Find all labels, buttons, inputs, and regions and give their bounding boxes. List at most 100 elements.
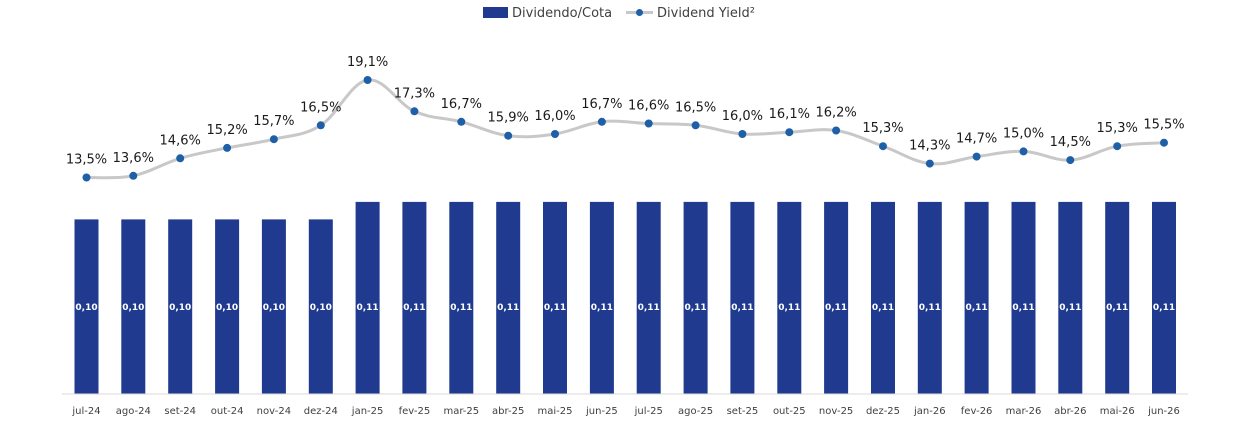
x-tick-nov-25: nov-25 <box>819 406 853 417</box>
bar-dez-24 <box>308 219 333 394</box>
bar-abr-26 <box>1058 201 1083 394</box>
x-tick-mar-26: mar-26 <box>1006 406 1042 417</box>
x-tick-jul-24: jul-24 <box>71 406 100 417</box>
bar-value-label-set-24: 0,10 <box>169 303 191 313</box>
yield-marker-jan-25 <box>363 76 372 84</box>
yield-value-label-mar-26: 15,0% <box>1003 126 1044 141</box>
x-tick-mai-25: mai-25 <box>538 406 573 417</box>
yield-value-label-mar-25: 16,7% <box>441 97 482 112</box>
yield-value-label-mai-25: 16,0% <box>534 109 575 124</box>
bar-value-label-jul-25: 0,11 <box>638 303 660 313</box>
yield-value-label-jan-25: 19,1% <box>347 55 388 70</box>
x-tick-jul-25: jul-25 <box>634 406 663 417</box>
yield-marker-abr-25 <box>504 131 513 140</box>
bar-value-label-set-25: 0,11 <box>731 303 753 313</box>
bar-value-label-dez-24: 0,10 <box>310 303 332 313</box>
x-tick-mai-26: mai-26 <box>1100 406 1135 417</box>
bar-out-25 <box>777 201 802 394</box>
bar-mai-26 <box>1105 201 1130 394</box>
x-tick-set-24: set-24 <box>164 406 196 417</box>
x-tick-abr-25: abr-25 <box>492 406 524 417</box>
x-tick-nov-24: nov-24 <box>257 406 291 417</box>
yield-marker-ago-24 <box>129 171 138 180</box>
bar-abr-25 <box>496 201 521 394</box>
yield-marker-mai-26 <box>1113 142 1122 151</box>
yield-value-label-ago-24: 13,6% <box>113 151 154 166</box>
bar-value-label-abr-25: 0,11 <box>497 303 519 313</box>
x-tick-jun-25: jun-25 <box>585 406 618 417</box>
bar-set-25 <box>730 201 755 394</box>
x-tick-jun-26: jun-26 <box>1147 406 1180 417</box>
yield-marker-out-24 <box>223 143 232 152</box>
bar-value-label-jan-25: 0,11 <box>356 303 378 313</box>
yield-value-label-ago-25: 16,5% <box>675 100 716 115</box>
yield-marker-dez-25 <box>879 142 887 151</box>
x-tick-set-25: set-25 <box>727 406 759 417</box>
bar-jan-25 <box>355 201 380 394</box>
yield-marker-ago-25 <box>691 121 700 130</box>
yield-marker-mai-25 <box>551 130 559 138</box>
bar-ago-25 <box>683 201 708 394</box>
bar-value-label-mar-25: 0,11 <box>450 303 472 313</box>
dividend-yield-markers <box>82 76 1168 182</box>
yield-marker-set-24 <box>176 154 185 163</box>
dividend-yield-labels: 13,5% 13,6% 14,6% 15,2% 15,7% 16,5% 19,1% 17,3%… <box>66 55 1185 168</box>
yield-marker-nov-24 <box>269 135 278 144</box>
yield-value-label-fev-25: 17,3% <box>394 86 435 101</box>
bar-value-label-fev-26: 0,11 <box>965 303 987 313</box>
bar-nov-24 <box>261 219 286 394</box>
bar-value-label-jul-24: 0,10 <box>75 303 97 313</box>
legend-swatch-marker <box>636 9 643 16</box>
yield-marker-fev-26 <box>972 152 981 161</box>
yield-marker-fev-25 <box>410 107 419 116</box>
yield-value-label-set-24: 14,6% <box>160 133 201 148</box>
bar-set-24 <box>168 219 193 394</box>
legend-swatch-dividendo-cota <box>483 7 508 18</box>
yield-value-label-mai-26: 15,3% <box>1097 121 1138 136</box>
yield-marker-jul-24 <box>82 173 91 182</box>
bar-fev-25 <box>402 201 427 394</box>
bar-value-label-nov-25: 0,11 <box>825 303 847 313</box>
bar-dez-25 <box>871 201 895 394</box>
bar-labels-group: 0,10 0,10 0,10 0,10 0,10 0,10 0,11 0,11 0,11 0,11… <box>75 303 1175 313</box>
x-tick-dez-25: dez-25 <box>866 406 900 417</box>
legend-label-dividend-yield: Dividend Yield² <box>657 6 755 21</box>
yield-value-label-abr-26: 14,5% <box>1050 135 1091 150</box>
bar-value-label-out-25: 0,11 <box>778 303 800 313</box>
yield-value-label-jan-26: 14,3% <box>909 139 950 154</box>
x-tick-fev-26: fev-26 <box>961 406 993 417</box>
x-tick-abr-26: abr-26 <box>1054 406 1086 417</box>
bar-value-label-jun-25: 0,11 <box>591 303 613 313</box>
yield-value-label-fev-26: 14,7% <box>956 132 997 147</box>
bar-value-label-jun-26: 0,11 <box>1153 303 1175 313</box>
bar-ago-24 <box>121 219 146 394</box>
bar-value-label-fev-25: 0,11 <box>403 303 425 313</box>
yield-value-label-jul-25: 16,6% <box>628 99 669 114</box>
bars-group <box>74 201 1176 394</box>
x-tick-jan-26: jan-26 <box>913 406 946 417</box>
yield-value-label-dez-25: 15,3% <box>862 121 903 136</box>
yield-value-label-out-24: 15,2% <box>206 123 247 138</box>
bar-mai-25 <box>543 201 567 394</box>
yield-marker-out-25 <box>785 128 794 137</box>
bar-value-label-mai-26: 0,11 <box>1106 303 1128 313</box>
legend: Dividendo/Cota Dividend Yield² <box>483 6 755 21</box>
yield-marker-jun-26 <box>1160 138 1168 147</box>
yield-marker-jan-26 <box>925 159 934 168</box>
yield-value-label-set-25: 16,0% <box>722 109 763 124</box>
yield-marker-mar-26 <box>1019 147 1028 156</box>
x-tick-ago-25: ago-25 <box>678 406 713 417</box>
yield-value-label-jul-24: 13,5% <box>66 153 107 168</box>
yield-value-label-abr-25: 15,9% <box>488 111 529 126</box>
x-tick-dez-24: dez-24 <box>304 406 338 417</box>
bar-value-label-dez-25: 0,11 <box>872 303 894 313</box>
bar-value-label-abr-26: 0,11 <box>1059 303 1081 313</box>
yield-marker-jul-25 <box>644 119 653 128</box>
bar-value-label-out-24: 0,10 <box>216 303 238 313</box>
bar-fev-26 <box>964 201 989 394</box>
x-tick-out-24: out-24 <box>211 406 244 417</box>
bar-value-label-nov-24: 0,10 <box>263 303 285 313</box>
bar-nov-25 <box>824 201 849 394</box>
